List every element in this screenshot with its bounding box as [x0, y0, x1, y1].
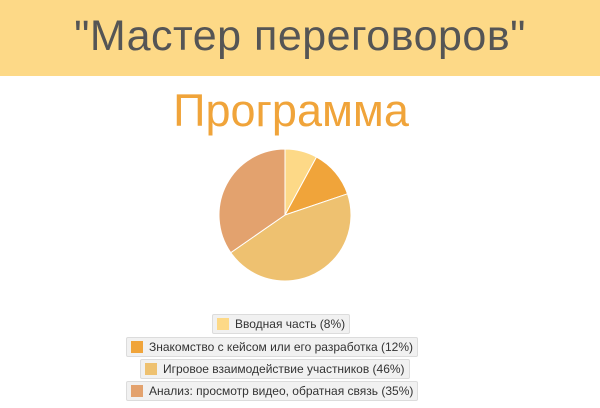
legend-swatch	[131, 341, 143, 353]
pie-slice-3	[218, 148, 286, 254]
legend-swatch	[145, 363, 157, 375]
legend-label: Вводная часть (8%)	[235, 317, 346, 331]
pie-chart	[218, 148, 352, 282]
legend-label: Знакомство с кейсом или его разработка (…	[149, 340, 413, 354]
legend-item-case: Знакомство с кейсом или его разработка (…	[126, 337, 418, 357]
legend-item-intro: Вводная часть (8%)	[212, 314, 351, 334]
legend-item-analysis: Анализ: просмотр видео, обратная связь (…	[126, 381, 419, 401]
legend-label: Игровое взаимодействие участников (46%)	[163, 362, 405, 376]
legend-swatch	[217, 318, 229, 330]
page-title: "Мастер переговоров"	[74, 12, 526, 60]
header-banner: "Мастер переговоров"	[0, 0, 600, 76]
legend-label: Анализ: просмотр видео, обратная связь (…	[149, 384, 414, 398]
legend-item-game: Игровое взаимодействие участников (46%)	[140, 359, 410, 379]
legend-swatch	[131, 385, 143, 397]
pie-slice-2	[230, 193, 352, 282]
section-title: Программа	[173, 85, 409, 136]
